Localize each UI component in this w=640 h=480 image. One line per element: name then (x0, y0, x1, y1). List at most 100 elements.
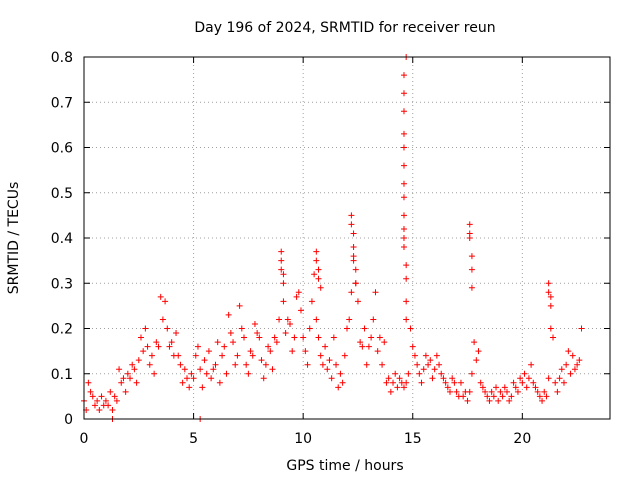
chart-title: Day 196 of 2024, SRMTID for receiver reu… (194, 20, 495, 36)
data-point (265, 343, 272, 350)
data-point (162, 298, 169, 305)
data-point (569, 352, 576, 359)
data-point (341, 352, 348, 359)
data-point (313, 257, 320, 264)
data-point (567, 370, 574, 377)
y-tick-label: 0.8 (51, 50, 73, 66)
data-point (271, 334, 278, 341)
data-point (194, 343, 201, 350)
data-point (186, 384, 193, 391)
data-point (159, 316, 166, 323)
data-point (510, 379, 517, 386)
data-point (267, 348, 274, 355)
data-point (400, 130, 407, 137)
data-point (525, 375, 532, 382)
x-tick-label: 20 (513, 431, 531, 447)
data-point (137, 334, 144, 341)
data-point (471, 339, 478, 346)
data-point (433, 352, 440, 359)
data-point (490, 393, 497, 400)
data-point (429, 375, 436, 382)
data-point (394, 384, 401, 391)
data-point (256, 334, 263, 341)
data-point (497, 388, 504, 395)
data-point (247, 348, 254, 355)
data-point (407, 325, 414, 332)
data-point (425, 361, 432, 368)
data-point (144, 343, 151, 350)
plot-frame (83, 56, 611, 420)
data-point (289, 348, 296, 355)
data-point (493, 384, 500, 391)
data-point (545, 280, 552, 287)
data-point (153, 339, 160, 346)
data-point (374, 348, 381, 355)
data-point (376, 334, 383, 341)
data-point (558, 366, 565, 373)
data-point (449, 375, 456, 382)
data-point (348, 289, 355, 296)
data-point (260, 375, 267, 382)
data-point (400, 90, 407, 97)
y-tick-label: 0.6 (51, 141, 73, 157)
data-point (519, 379, 526, 386)
data-point (530, 379, 537, 386)
data-point (140, 348, 147, 355)
data-point (348, 221, 355, 228)
data-point (442, 379, 449, 386)
y-tick-label: 0.4 (51, 231, 73, 247)
data-point (328, 375, 335, 382)
data-point (416, 370, 423, 377)
data-point (157, 293, 164, 300)
data-point (400, 235, 407, 241)
data-point (273, 339, 280, 346)
data-point (326, 357, 333, 364)
data-point (245, 370, 252, 377)
data-point (148, 352, 155, 359)
data-point (282, 330, 289, 337)
data-point (278, 257, 285, 264)
data-point (94, 397, 101, 404)
data-point (131, 366, 138, 373)
data-point (352, 280, 359, 287)
data-point (400, 225, 407, 232)
data-point (221, 343, 228, 350)
data-point (243, 361, 250, 368)
data-point (532, 384, 539, 391)
x-axis-title: GPS time / hours (286, 458, 403, 474)
data-point (411, 352, 418, 359)
data-point (379, 361, 386, 368)
data-point (574, 361, 581, 368)
data-point (98, 393, 105, 400)
data-point (151, 370, 158, 377)
data-point (468, 370, 475, 377)
data-point (352, 266, 359, 273)
data-point (547, 293, 554, 300)
data-point (105, 402, 112, 409)
data-point (280, 298, 287, 305)
data-point (400, 108, 407, 115)
data-point (545, 375, 552, 382)
axis-ticks: 0 0.1 0.2 0.3 0.4 0.5 0.6 0.7 0.8 0 5 10 15 20 (51, 50, 610, 447)
data-point (335, 384, 342, 391)
data-point (400, 212, 407, 219)
data-point (539, 397, 546, 404)
data-point (427, 357, 434, 364)
data-point (400, 144, 407, 151)
data-point (127, 375, 134, 382)
data-point (550, 334, 557, 341)
data-point (315, 266, 322, 273)
data-point (223, 370, 230, 377)
data-point (383, 379, 390, 386)
data-point (210, 366, 217, 373)
data-point (258, 357, 265, 364)
data-point (302, 348, 309, 355)
data-point (418, 379, 425, 386)
data-point (339, 379, 346, 386)
data-point (400, 72, 407, 79)
data-point (414, 361, 421, 368)
data-point (514, 388, 521, 395)
data-point (278, 266, 285, 273)
data-point (262, 361, 269, 368)
data-point (403, 262, 410, 269)
